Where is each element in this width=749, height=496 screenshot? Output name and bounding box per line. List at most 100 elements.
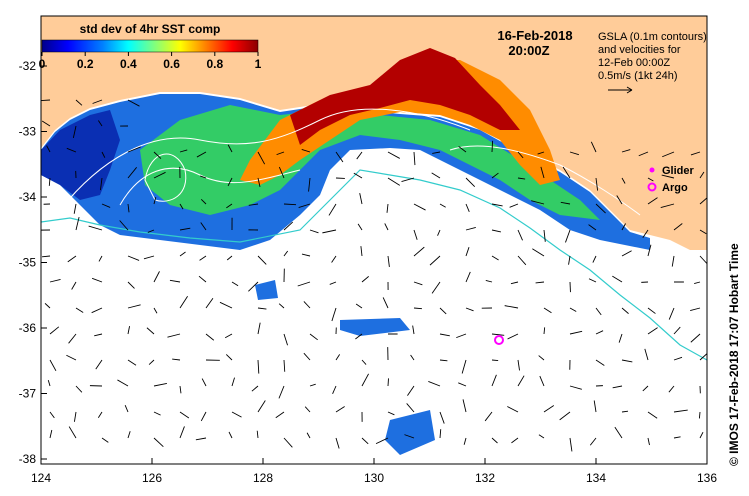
velocity-arrow [560, 201, 571, 205]
velocity-arrow [562, 166, 571, 179]
velocity-arrow [68, 333, 77, 344]
velocity-arrow [49, 411, 55, 419]
velocity-arrow [196, 151, 207, 158]
velocity-arrow [143, 255, 155, 260]
velocity-arrow [97, 120, 103, 127]
velocity-arrow [642, 385, 649, 392]
velocity-arrow [68, 426, 77, 439]
velocity-arrow [72, 125, 77, 139]
velocity-arrow [593, 400, 597, 413]
velocity-arrow [387, 411, 395, 416]
velocity-arrow [127, 99, 140, 107]
velocity-arrow [169, 279, 181, 283]
velocity-arrow [531, 200, 545, 205]
velocity-arrow [304, 406, 311, 413]
gsla-contour [449, 145, 641, 216]
velocity-arrow [428, 381, 441, 387]
colorbar-ticks: 0 0.2 0.4 0.6 0.8 1 [39, 52, 262, 71]
sst-data-layer [41, 48, 650, 455]
velocity-arrow [66, 147, 77, 153]
velocity-arrow [153, 382, 167, 387]
velocity-arrow [439, 307, 447, 315]
velocity-arrow [66, 354, 77, 361]
velocity-arrow [200, 175, 207, 179]
velocity-arrow [153, 307, 158, 314]
velocity-arrow [413, 281, 423, 286]
velocity-arrow [690, 151, 701, 156]
velocity-arrow [283, 250, 289, 257]
gsla-contour [59, 108, 471, 211]
velocity-arrow [360, 246, 363, 257]
velocity-arrow [382, 297, 389, 309]
velocity-arrow [590, 141, 597, 153]
velocity-arrow [179, 203, 184, 210]
velocity-arrow [386, 203, 389, 213]
velocity-arrow [673, 436, 681, 439]
velocity-arrow [537, 151, 545, 155]
velocity-arrow [331, 255, 337, 263]
velocity-arrow [127, 167, 138, 179]
velocity-arrow [540, 166, 545, 179]
velocity-arrow [517, 177, 526, 180]
velocity-arrow [73, 203, 77, 214]
velocity-arrow [387, 177, 401, 186]
velocity-arrow [278, 385, 285, 399]
sst-band-mid [140, 105, 600, 220]
velocity-arrow [148, 359, 155, 365]
velocity-arrow [359, 193, 363, 205]
velocity-arrow [569, 437, 573, 452]
velocity-arrow [485, 279, 493, 283]
velocity-arrow [431, 172, 441, 179]
velocity-arrow [329, 281, 337, 285]
velocity-arrow [75, 216, 80, 231]
argo-legend-label: Argo [662, 182, 688, 194]
velocity-arrow [510, 281, 519, 285]
velocity-arrow [491, 255, 499, 261]
velocity-arrow [621, 359, 633, 363]
velocity-arrow [301, 253, 311, 257]
velocity-arrow [621, 250, 632, 257]
velocity-arrow [153, 411, 161, 416]
info-line: GSLA (0.1m contours) [598, 31, 707, 43]
velocity-arrow [439, 203, 446, 208]
velocity-arrow [668, 385, 675, 393]
glider-legend-icon [649, 167, 655, 173]
velocity-arrow [179, 296, 188, 309]
velocity-arrow [543, 229, 546, 242]
velocity-arrow [219, 301, 233, 309]
velocity-arrow [257, 151, 266, 165]
velocity-arrow [616, 195, 623, 205]
velocity-arrow [251, 385, 259, 392]
velocity-arrow [647, 411, 658, 419]
velocity-arrow [406, 403, 415, 413]
x-tick-label: 136 [697, 471, 717, 485]
velocity-arrow [361, 276, 369, 283]
velocity-arrow [147, 229, 155, 233]
velocity-arrow [517, 255, 527, 266]
x-tick-label: 132 [475, 471, 495, 485]
velocity-arrow [94, 333, 103, 337]
velocity-arrow [384, 223, 389, 231]
velocity-arrow [49, 278, 61, 283]
velocity-arrow [97, 411, 103, 419]
velocity-arrow [621, 307, 629, 314]
velocity-arrow [283, 203, 297, 206]
velocity-info: GSLA (0.1m contours) and velocities for … [598, 31, 707, 94]
y-tick-label: -33 [19, 125, 37, 139]
velocity-arrow [612, 275, 623, 283]
velocity-arrow [275, 411, 285, 419]
x-tick-label: 128 [253, 471, 273, 485]
velocity-arrow [592, 255, 597, 263]
velocity-arrow [543, 405, 555, 413]
velocity-arrow [46, 145, 51, 153]
velocity-arrow [41, 255, 51, 258]
velocity-arrow [67, 255, 77, 263]
sst-band-west [41, 110, 120, 200]
velocity-arrow [437, 229, 441, 236]
velocity-arrow [588, 224, 597, 231]
velocity-arrow [100, 177, 103, 191]
velocity-arrow [322, 229, 337, 234]
map-date: 16-Feb-2018 [497, 28, 572, 43]
velocity-arrow [283, 359, 286, 372]
